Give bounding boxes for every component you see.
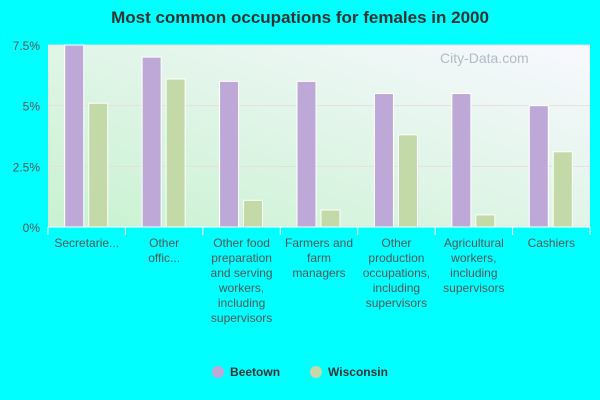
y-tick-label: 2.5% xyxy=(13,160,41,174)
bar-beetown xyxy=(141,56,162,228)
bar-wisconsin xyxy=(243,199,264,228)
x-tick-label: Other offic... xyxy=(148,236,180,265)
bar-wisconsin xyxy=(397,134,418,228)
bar-beetown xyxy=(219,80,240,228)
plot-area xyxy=(48,45,590,227)
bar-beetown xyxy=(528,105,549,228)
x-tick-label: Cashiers xyxy=(528,236,575,250)
bar-wisconsin xyxy=(552,151,573,228)
legend-label: Beetown xyxy=(230,365,281,379)
bar-beetown xyxy=(64,44,85,228)
bar-wisconsin xyxy=(320,209,341,228)
legend: Beetown Wisconsin xyxy=(0,365,600,379)
bar-beetown xyxy=(296,80,317,228)
x-tick-label: Secretarie... xyxy=(54,236,119,250)
y-tick-label: 7.5% xyxy=(13,39,41,53)
legend-swatch xyxy=(310,366,323,378)
y-tick-label: 5% xyxy=(23,100,41,114)
bar-wisconsin xyxy=(475,214,496,228)
bar-wisconsin xyxy=(88,102,109,228)
bar-beetown xyxy=(373,93,394,228)
watermark: City-Data.com xyxy=(440,50,529,66)
x-tick-label: Farmers and farm managers xyxy=(285,236,353,280)
legend-item-wisconsin: Wisconsin xyxy=(310,365,388,379)
x-tick-label: Other production occupations, including supe… xyxy=(363,236,430,310)
legend-label: Wisconsin xyxy=(328,365,388,379)
chart-title: Most common occupations for females in 2… xyxy=(111,8,489,27)
x-tick-label: Agricultural workers, including supervisors xyxy=(443,236,504,295)
legend-item-beetown: Beetown xyxy=(212,365,280,379)
bar-beetown xyxy=(451,93,472,228)
x-tick-label: Other food preparation and serving workers,… xyxy=(211,236,273,325)
y-tick-label: 0% xyxy=(23,221,41,235)
bar-wisconsin xyxy=(165,78,186,228)
legend-swatch xyxy=(212,366,225,378)
